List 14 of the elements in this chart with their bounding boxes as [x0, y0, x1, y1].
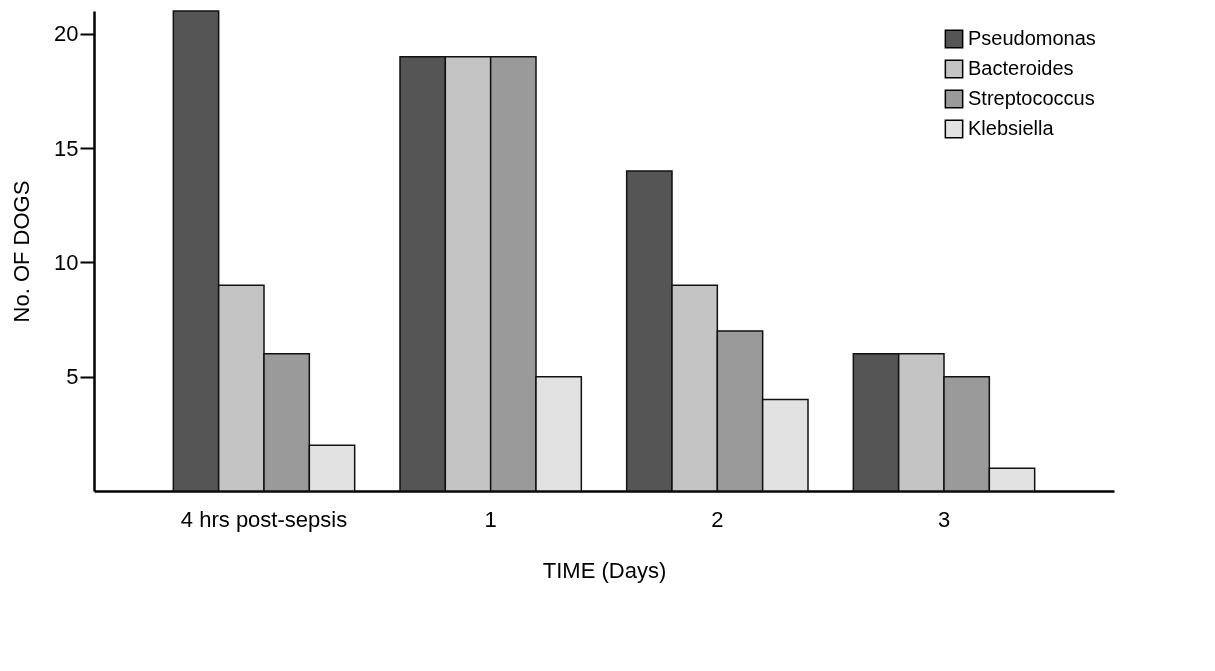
y-tick-label: 5	[66, 364, 79, 390]
legend-label: Streptococcus	[968, 87, 1095, 109]
x-tick-label: 4 hrs post-sepsis	[180, 506, 348, 532]
legend-label: Klebsiella	[968, 117, 1055, 139]
x-tick-label: 1	[484, 506, 497, 532]
y-axis-title: No. OF DOGS	[9, 180, 35, 323]
x-tick-label: 3	[937, 506, 951, 532]
legend-label: Pseudomonas	[968, 27, 1096, 49]
x-tick-label: 2	[711, 506, 724, 532]
x-axis-title: TIME (Days)	[542, 557, 667, 583]
legend-label: Bacteroides	[968, 57, 1074, 79]
y-tick-label: 20	[54, 21, 79, 47]
y-tick-label: 15	[54, 135, 79, 161]
y-tick-label: 10	[54, 249, 79, 275]
